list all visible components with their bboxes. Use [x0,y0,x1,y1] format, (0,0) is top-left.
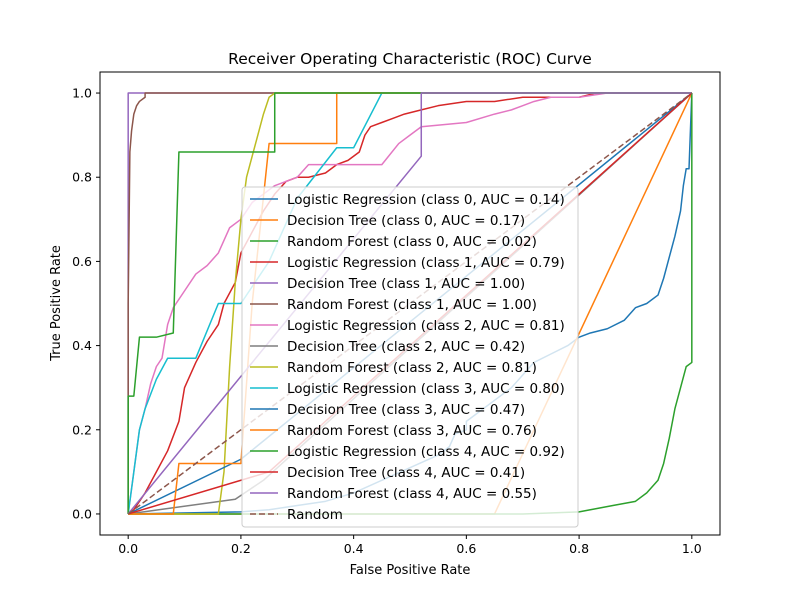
y-axis-ticks: 0.0 0.2 0.4 0.6 0.8 1.0 [72,86,100,521]
x-tick-label: 1.0 [682,541,702,556]
legend-label: Decision Tree (class 2, AUC = 0.42) [287,339,525,355]
legend-label: Decision Tree (class 0, AUC = 0.17) [287,213,525,229]
y-axis-label: True Positive Rate [49,245,64,362]
legend-label: Random Forest (class 4, AUC = 0.55) [287,486,537,502]
x-axis-label: False Positive Rate [350,563,471,578]
y-tick-label: 0.8 [72,170,92,185]
legend-label: Random Forest (class 0, AUC = 0.02) [287,234,537,250]
series-line-8 [128,92,692,515]
legend-label: Logistic Regression (class 0, AUC = 0.14… [287,192,565,208]
y-tick-label: 1.0 [72,86,92,101]
legend-label: Decision Tree (class 4, AUC = 0.41) [287,465,525,481]
legend-box [241,186,579,528]
x-axis-ticks: 0.0 0.2 0.4 0.6 0.8 1.0 [118,535,702,556]
legend-label: Random Forest (class 1, AUC = 1.00) [287,297,537,313]
y-tick-label: 0.4 [72,338,92,353]
x-tick-label: 0.6 [456,541,476,556]
x-tick-label: 0.4 [344,541,364,556]
legend-label: Random [287,507,343,523]
legend-label: Logistic Regression (class 4, AUC = 0.92… [287,444,565,460]
y-tick-label: 0.6 [72,254,92,269]
series-line-3 [127,92,692,515]
legend-label: Random Forest (class 3, AUC = 0.76) [287,423,537,439]
series-line-9 [127,92,692,515]
series-line-6 [127,92,692,515]
legend-label: Logistic Regression (class 1, AUC = 0.79… [287,255,565,271]
series-line-2 [128,93,693,515]
y-tick-label: 0.0 [72,506,92,521]
legend-label: Logistic Regression (class 2, AUC = 0.81… [287,318,565,334]
x-tick-label: 0.2 [231,541,251,556]
legend-label: Decision Tree (class 3, AUC = 0.47) [287,402,525,418]
legend-label: Logistic Regression (class 3, AUC = 0.80… [287,381,565,397]
series-line-12 [127,92,692,514]
x-tick-label: 0.0 [118,541,138,556]
legend: Logistic Regression (class 0, AUC = 0.14… [241,186,579,528]
x-tick-label: 0.8 [569,541,589,556]
chart-title: Receiver Operating Characteristic (ROC) … [228,50,592,68]
legend-label: Decision Tree (class 1, AUC = 1.00) [287,276,525,292]
legend-label: Random Forest (class 2, AUC = 0.81) [287,360,537,376]
series-line-5 [127,92,692,514]
y-tick-label: 0.2 [72,422,92,437]
plot-frame [99,71,721,536]
